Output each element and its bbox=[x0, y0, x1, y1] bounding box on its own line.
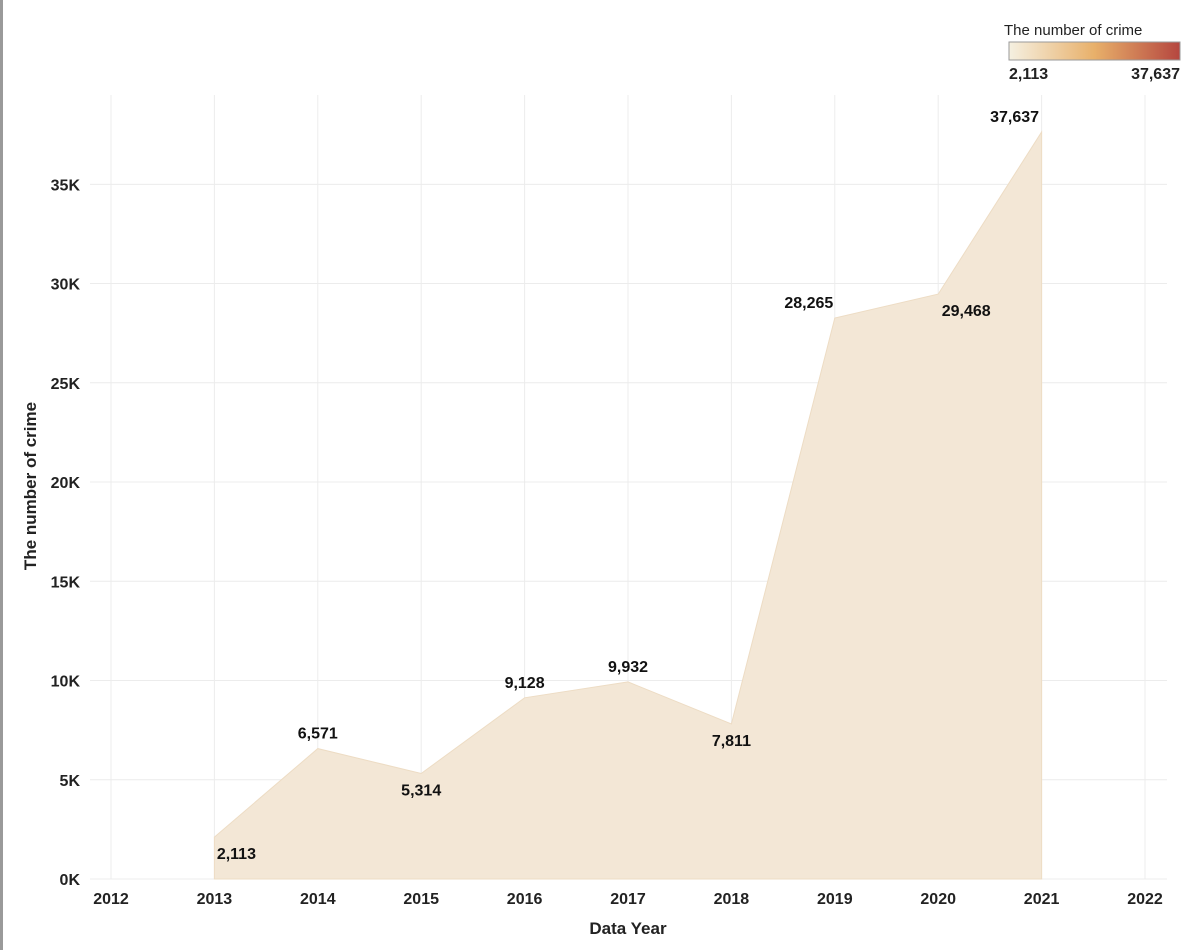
area-series[interactable] bbox=[213, 130, 1043, 880]
data-label-2013: 2,113 bbox=[217, 846, 256, 863]
legend-min-label: 2,113 bbox=[1009, 66, 1048, 83]
y-tick-label-7: 35K bbox=[51, 177, 81, 194]
x-tick-label-4: 2016 bbox=[507, 891, 543, 908]
y-axis-ticks: 0K 5K 10K 15K 20K 25K 30K 35K bbox=[51, 177, 81, 889]
y-tick-label-6: 30K bbox=[51, 277, 81, 294]
y-tick-label-0: 0K bbox=[60, 872, 81, 889]
y-tick-label-3: 15K bbox=[51, 574, 81, 591]
y-tick-label-1: 5K bbox=[60, 773, 81, 790]
x-tick-label-9: 2021 bbox=[1024, 891, 1060, 908]
data-label-2018: 7,811 bbox=[712, 733, 751, 750]
legend-title: The number of crime bbox=[1004, 22, 1142, 39]
x-tick-label-5: 2017 bbox=[610, 891, 646, 908]
y-tick-label-4: 20K bbox=[51, 475, 81, 492]
data-labels: 2,113 6,571 5,314 9,128 9,932 7,811 28,265 29,4… bbox=[217, 109, 1039, 863]
data-label-2015: 5,314 bbox=[401, 783, 441, 800]
x-axis-title: Data Year bbox=[589, 919, 667, 938]
data-label-2020: 29,468 bbox=[942, 303, 991, 320]
data-label-2014: 6,571 bbox=[298, 726, 338, 743]
x-tick-label-8: 2020 bbox=[920, 891, 956, 908]
x-tick-label-0: 2012 bbox=[93, 891, 129, 908]
x-axis-ticks: 2012 2013 2014 2015 2016 2017 2018 2019 2020 2021… bbox=[93, 891, 1163, 908]
x-tick-label-6: 2018 bbox=[714, 891, 750, 908]
y-tick-label-2: 10K bbox=[51, 674, 81, 691]
y-axis-title: The number of crime bbox=[21, 402, 40, 570]
data-label-2019: 28,265 bbox=[784, 295, 833, 312]
y-tick-label-5: 25K bbox=[51, 376, 81, 393]
data-label-2016: 9,128 bbox=[505, 675, 545, 692]
legend-max-label: 37,637 bbox=[1131, 66, 1180, 83]
x-tick-label-3: 2015 bbox=[403, 891, 439, 908]
color-legend[interactable]: The number of crime 2,113 37,637 bbox=[1004, 22, 1181, 83]
window-left-border bbox=[0, 0, 3, 950]
x-tick-label-2: 2014 bbox=[300, 891, 336, 908]
legend-color-bar bbox=[1008, 41, 1181, 61]
data-label-2021: 37,637 bbox=[990, 109, 1039, 126]
data-label-2017: 9,932 bbox=[608, 659, 648, 676]
x-tick-label-1: 2013 bbox=[197, 891, 233, 908]
x-tick-label-10: 2022 bbox=[1127, 891, 1163, 908]
x-tick-label-7: 2019 bbox=[817, 891, 853, 908]
